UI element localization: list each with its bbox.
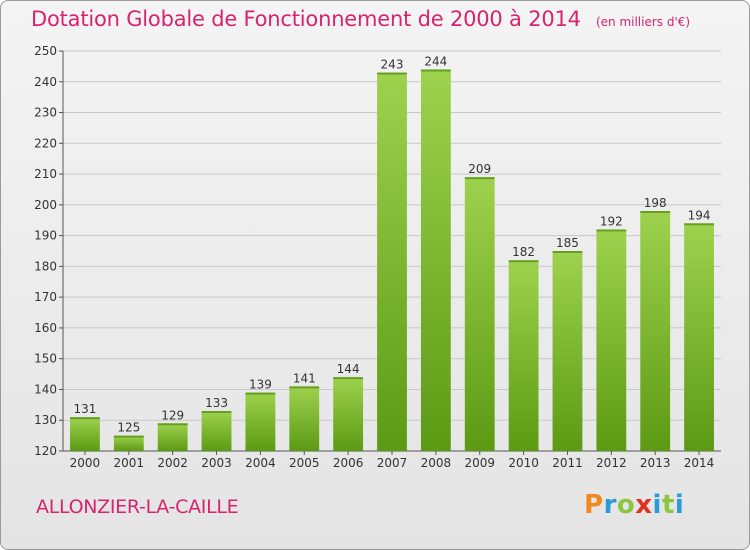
x-tick-label: 2005 [289, 456, 320, 470]
x-tick-label: 2006 [333, 456, 364, 470]
x-tick-label: 2008 [421, 456, 452, 470]
bar-top-edge [245, 392, 276, 395]
y-tick-label: 230 [34, 106, 57, 120]
data-label: 244 [424, 54, 447, 68]
bar-top-edge [640, 211, 671, 213]
bar [464, 177, 495, 451]
y-tick-label: 160 [34, 321, 57, 335]
commune-name: ALLONZIER-LA-CAILLE [36, 496, 239, 518]
data-label: 131 [73, 402, 96, 416]
y-tick-label: 140 [34, 382, 57, 396]
bar-top-edge [201, 411, 232, 413]
y-tick-label: 180 [34, 259, 57, 273]
y-tick-label: 210 [34, 167, 57, 181]
x-tick-label: 2007 [377, 456, 408, 470]
logo-letter: o [616, 490, 636, 520]
data-label: 125 [117, 421, 140, 435]
y-tick-label: 120 [34, 444, 57, 458]
bar [508, 260, 539, 451]
bar [596, 229, 627, 451]
bar [157, 423, 188, 451]
data-label: 139 [249, 378, 272, 392]
x-tick-label: 2002 [157, 456, 188, 470]
y-tick-label: 170 [34, 290, 57, 304]
axes: 120 130 140 150 160 170 180 190 200 210 220 230 240 2… [34, 44, 721, 470]
y-tick-label: 220 [34, 136, 57, 150]
y-tick-label: 190 [34, 229, 57, 243]
x-tick-label: 2014 [684, 456, 715, 470]
data-label: 141 [293, 371, 316, 385]
data-label: 209 [468, 162, 491, 176]
y-tick-label: 130 [34, 413, 57, 427]
bar [245, 392, 276, 451]
y-tick-label: 250 [34, 44, 57, 58]
bar [201, 411, 232, 451]
x-tick-label: 2010 [508, 456, 539, 470]
logo-letter: i [652, 490, 662, 520]
x-tick-label: 2000 [70, 456, 101, 470]
bar-top-edge [464, 177, 495, 180]
bar-top-edge [70, 417, 100, 420]
x-tick-label: 2001 [114, 456, 145, 470]
data-label: 194 [688, 208, 711, 222]
bar-top-edge [684, 223, 714, 226]
bar [552, 251, 583, 451]
x-tick-label: 2004 [245, 456, 276, 470]
bar [333, 377, 364, 451]
data-labels: 131 125 129 133 139 141 144 243 244 209 182 185 192 1… [73, 54, 710, 434]
bar-top-edge [157, 423, 188, 426]
chart-title: Dotation Globale de Fonctionnement de 20… [31, 7, 581, 31]
chart-subtitle: (en milliers d'€) [595, 15, 691, 29]
data-label: 129 [161, 408, 184, 422]
bar-top-edge [596, 229, 627, 232]
data-label: 243 [381, 58, 404, 72]
y-tick-label: 200 [34, 198, 57, 212]
bar-top-edge [113, 435, 144, 438]
bar [684, 223, 714, 451]
bar-top-edge [333, 377, 364, 380]
y-tick-label: 240 [34, 75, 57, 89]
data-label: 182 [512, 245, 535, 259]
x-tick-label: 2011 [552, 456, 583, 470]
bar-top-edge [552, 251, 583, 253]
bars [70, 69, 714, 452]
logo-letter: i [674, 490, 685, 520]
bar-top-edge [508, 260, 539, 263]
bar [289, 386, 320, 451]
bar-top-edge [289, 386, 320, 389]
bar [377, 72, 407, 452]
logo-letter: P [584, 490, 604, 520]
x-tick-label: 2009 [464, 456, 495, 470]
x-tick-label: 2012 [596, 456, 627, 470]
x-tick-label: 2003 [201, 456, 232, 470]
logo-letter: x [635, 490, 653, 520]
proxiti-logo[interactable]: Proxiti [584, 490, 684, 520]
data-label: 185 [556, 236, 579, 250]
logo-letter: r [603, 490, 617, 520]
data-label: 144 [337, 362, 360, 376]
data-label: 192 [600, 214, 623, 228]
data-label: 198 [644, 196, 667, 210]
bar [113, 435, 144, 451]
title-row: Dotation Globale de Fonctionnement de 20… [31, 7, 690, 31]
y-tick-label: 150 [34, 352, 57, 366]
bar [640, 211, 671, 451]
bar-top-edge [420, 69, 451, 72]
logo-letter: t [661, 490, 675, 520]
data-label: 133 [205, 396, 228, 410]
bar [420, 69, 451, 451]
x-tick-label: 2013 [640, 456, 671, 470]
bar [70, 417, 100, 451]
bar-top-edge [377, 72, 407, 75]
